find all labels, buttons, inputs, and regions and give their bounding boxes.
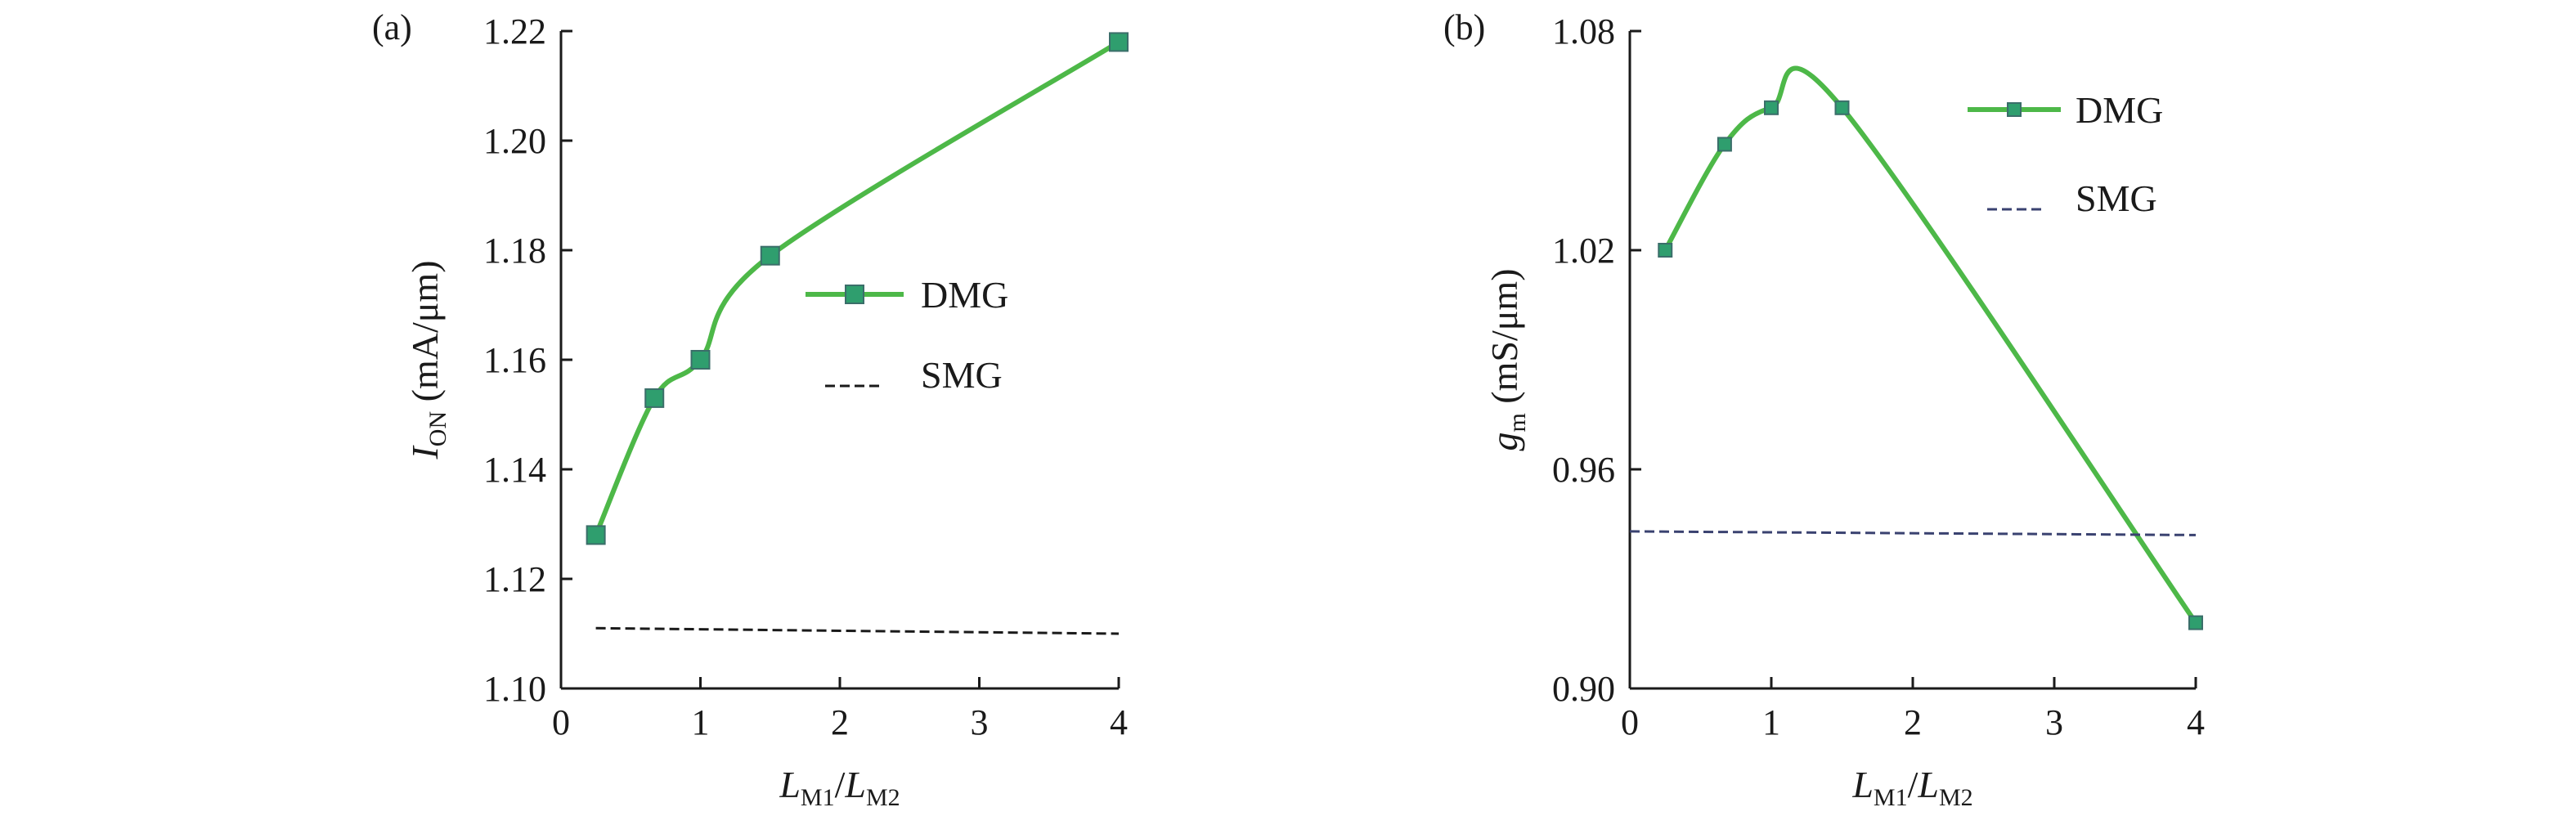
dmg-data-point bbox=[1764, 100, 1779, 115]
legend-dmg-marker bbox=[2007, 102, 2022, 117]
panel-label: (b) bbox=[1443, 7, 1485, 47]
smg-series-line bbox=[595, 626, 1120, 635]
y-tick-label: 0.90 bbox=[1552, 669, 1615, 709]
y-axis-title: gm (mS/μm) bbox=[1483, 268, 1531, 451]
x-tick-label: 3 bbox=[971, 702, 989, 742]
x-tick-label: 4 bbox=[1110, 702, 1128, 742]
legend-smg-label: SMG bbox=[2076, 177, 2157, 219]
x-tick-label: 1 bbox=[692, 702, 710, 742]
chart-panel-b: (b) 0.90 0.96 1.02 1.08 0 1 2 3 4 LM1/LM2 gm (mS/μm… bbox=[1443, 7, 2205, 811]
x-tick-label: 3 bbox=[2045, 702, 2063, 742]
x-tick-label: 2 bbox=[1904, 702, 1922, 742]
legend-dmg-label: DMG bbox=[921, 274, 1008, 316]
y-tick-label: 1.20 bbox=[483, 121, 546, 161]
dmg-series-line bbox=[593, 39, 1120, 536]
y-tick-label: 1.08 bbox=[1552, 11, 1615, 52]
smg-series-line bbox=[1629, 530, 2197, 536]
dmg-data-point bbox=[690, 350, 711, 370]
legend-dmg-label: DMG bbox=[2076, 89, 2163, 131]
y-tick-label: 1.18 bbox=[483, 231, 546, 271]
x-tick-label: 2 bbox=[831, 702, 849, 742]
chart-panel-a: (a) 1.10 1.12 1.14 1.16 1.18 1.20 1.22 0 1 2 3 4 LM1/… bbox=[372, 7, 1129, 811]
x-axis-title: LM1/LM2 bbox=[779, 764, 900, 811]
x-tick-label: 0 bbox=[552, 702, 570, 742]
legend-smg-label: SMG bbox=[921, 354, 1003, 396]
y-axis-title: ION (mA/μm) bbox=[404, 260, 451, 460]
dmg-data-point bbox=[586, 525, 606, 545]
x-axis-title: LM1/LM2 bbox=[1851, 764, 1972, 811]
panel-label: (a) bbox=[372, 7, 412, 47]
legend: DMG SMG bbox=[1968, 89, 2163, 219]
dmg-data-point bbox=[1834, 100, 1850, 115]
dmg-data-point bbox=[644, 388, 665, 408]
y-tick-label: 1.12 bbox=[483, 559, 546, 599]
dmg-data-point bbox=[760, 245, 780, 266]
y-tick-label: 1.14 bbox=[483, 450, 546, 490]
x-tick-label: 4 bbox=[2187, 702, 2205, 742]
dmg-data-point bbox=[2188, 615, 2203, 630]
dmg-series-line bbox=[1663, 65, 2198, 625]
dmg-data-point bbox=[1109, 32, 1129, 52]
dmg-data-point bbox=[1658, 243, 1673, 258]
legend: DMG SMG bbox=[806, 274, 1008, 396]
y-tick-label: 0.96 bbox=[1552, 450, 1615, 490]
y-tick-label: 1.10 bbox=[483, 669, 546, 709]
legend-dmg-marker bbox=[845, 285, 864, 304]
dmg-data-point bbox=[1717, 137, 1732, 152]
x-tick-label: 1 bbox=[1762, 702, 1780, 742]
y-tick-label: 1.16 bbox=[483, 340, 546, 380]
x-tick-label: 0 bbox=[1621, 702, 1639, 742]
y-tick-label: 1.02 bbox=[1552, 231, 1615, 271]
y-tick-label: 1.22 bbox=[483, 11, 546, 52]
